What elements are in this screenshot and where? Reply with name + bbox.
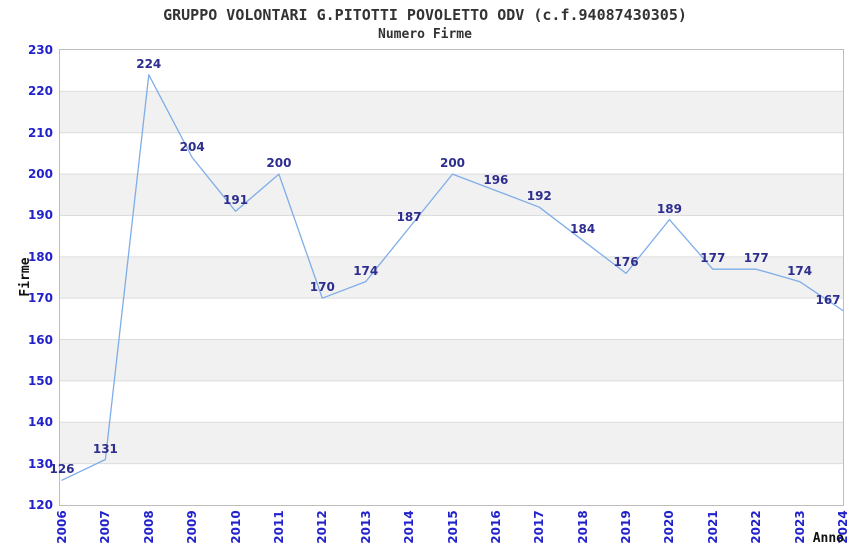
value-label: 131	[92, 441, 118, 456]
x-tick-label: 2012	[315, 510, 330, 544]
value-label: 204	[179, 139, 205, 154]
y-tick-label: 200	[27, 167, 53, 182]
y-tick-label: 170	[27, 291, 53, 306]
grid-band	[60, 339, 843, 381]
grid-band	[60, 215, 843, 257]
x-tick-label: 2006	[55, 510, 69, 544]
grid-band	[60, 422, 843, 464]
grid-band	[60, 463, 843, 505]
value-label: 191	[223, 193, 249, 208]
value-label: 196	[483, 172, 509, 187]
value-label: 189	[656, 201, 682, 216]
value-label: 200	[439, 156, 466, 171]
x-tick-label: 2022	[749, 510, 764, 544]
y-tick-label: 150	[27, 373, 53, 388]
x-tick-label: 2021	[705, 510, 720, 544]
x-axis-title: Anno	[812, 531, 844, 546]
x-tick-label: 2020	[662, 510, 677, 544]
x-tick-label: 2014	[402, 510, 417, 544]
x-tick-label: 2013	[358, 510, 373, 544]
grid-band	[60, 174, 843, 216]
value-label: 176	[613, 255, 639, 270]
value-label: 177	[743, 251, 769, 266]
y-tick-label: 230	[27, 43, 53, 57]
y-tick-label: 140	[27, 415, 53, 430]
value-label: 126	[49, 462, 75, 477]
value-label: 177	[700, 251, 726, 266]
x-tick-label: 2010	[228, 510, 243, 544]
x-tick-label: 2017	[532, 510, 547, 544]
grid-band	[60, 50, 843, 92]
series-line	[61, 74, 843, 481]
x-tick-label: 2011	[271, 510, 286, 544]
y-tick-label: 180	[27, 249, 53, 264]
y-tick-label: 220	[27, 84, 53, 99]
value-label: 174	[787, 263, 813, 278]
value-label: 224	[136, 56, 162, 71]
x-tick-label: 2016	[488, 510, 503, 544]
value-label: 184	[570, 222, 596, 237]
value-label: 187	[396, 209, 422, 224]
x-tick-label: 2009	[185, 510, 200, 544]
x-tick-label: 2008	[141, 510, 156, 544]
value-label: 170	[309, 280, 335, 295]
y-tick-label: 190	[27, 208, 53, 223]
x-tick-label: 2018	[575, 510, 590, 544]
value-label: 167	[815, 292, 841, 307]
grid-band	[60, 298, 843, 340]
chart-subtitle: Numero Firme	[378, 27, 472, 42]
y-tick-label: 120	[27, 498, 53, 512]
x-tick-label: 2007	[98, 510, 113, 544]
x-tick-label: 2023	[792, 510, 807, 544]
value-label: 192	[526, 189, 552, 204]
value-label: 200	[266, 156, 292, 171]
chart-title: GRUPPO VOLONTARI G.PITOTTI POVOLETTO ODV…	[163, 6, 687, 24]
y-tick-label: 210	[27, 125, 53, 140]
x-tick-label: 2015	[445, 510, 460, 544]
y-tick-label: 160	[27, 332, 53, 347]
grid-band	[60, 380, 843, 423]
y-tick-label: 130	[27, 456, 53, 471]
grid-band	[60, 91, 843, 133]
plot-canvas	[60, 50, 843, 505]
grid-band	[60, 256, 843, 299]
plot-area	[59, 49, 844, 506]
x-tick-label: 2019	[619, 510, 634, 544]
value-label: 174	[353, 263, 379, 278]
